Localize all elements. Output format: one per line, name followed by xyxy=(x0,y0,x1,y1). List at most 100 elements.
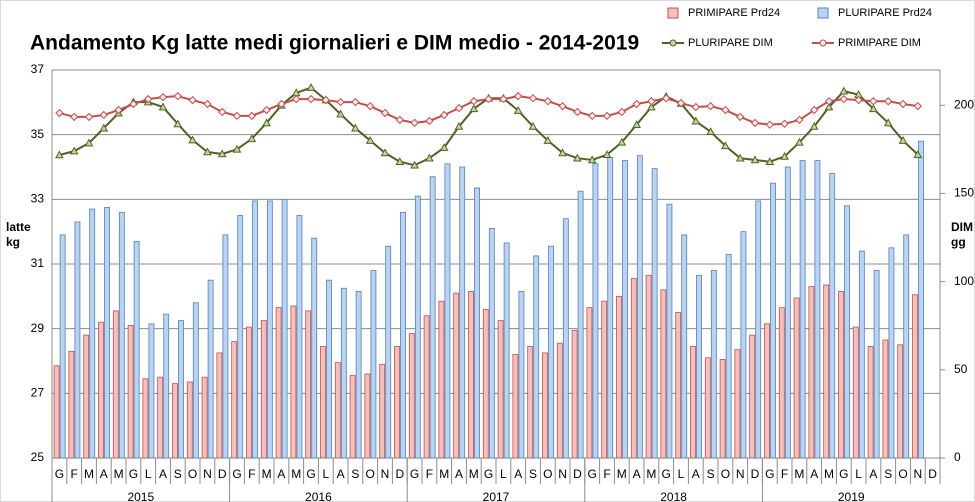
x-tick-label: G xyxy=(306,467,315,481)
bar xyxy=(157,376,164,459)
bar xyxy=(74,221,81,459)
bar xyxy=(601,300,608,459)
y-tick-label: 25 xyxy=(31,450,45,464)
bar xyxy=(903,234,910,459)
marker xyxy=(425,153,434,162)
bar xyxy=(429,176,436,459)
x-tick-label: N xyxy=(736,467,745,481)
year-label: 2016 xyxy=(305,490,332,502)
marker xyxy=(602,111,612,121)
bar xyxy=(89,208,96,459)
y-tick-label: 29 xyxy=(31,321,45,335)
bar xyxy=(252,200,258,459)
x-tick-label: M xyxy=(291,467,301,481)
bar xyxy=(897,344,904,459)
marker xyxy=(558,148,567,157)
bar xyxy=(104,207,110,459)
x-tick-label: N xyxy=(558,467,567,481)
x-tick-label: L xyxy=(145,467,152,481)
marker xyxy=(454,121,464,130)
x-tick-label: A xyxy=(633,467,641,481)
marker xyxy=(573,153,582,162)
bar xyxy=(237,215,244,459)
marker xyxy=(706,127,715,136)
bar xyxy=(394,346,400,459)
x-tick-label: A xyxy=(455,467,463,481)
legend-label: PRIMIPARE DIM xyxy=(838,37,921,49)
marker xyxy=(839,86,849,95)
marker xyxy=(528,121,538,130)
marker xyxy=(484,94,493,104)
bar xyxy=(630,278,637,459)
marker xyxy=(173,119,183,128)
marker xyxy=(721,141,730,150)
bar xyxy=(512,354,519,459)
x-tick-label: L xyxy=(322,467,329,481)
bar xyxy=(808,286,815,459)
x-tick-label: M xyxy=(114,467,124,481)
y-axis-label: latte kg xyxy=(6,220,31,249)
bar xyxy=(497,320,504,459)
bar xyxy=(651,168,658,459)
legend-label: PLURIPARE Prd24 xyxy=(838,7,932,19)
bar xyxy=(142,378,149,459)
marker xyxy=(351,123,360,132)
marker xyxy=(291,94,301,104)
bar xyxy=(616,295,622,459)
y-tick-label: 33 xyxy=(31,192,45,206)
bar xyxy=(681,234,688,459)
marker xyxy=(750,155,760,164)
marker xyxy=(721,105,730,115)
bar xyxy=(222,234,229,459)
x-tick-label: M xyxy=(469,467,479,481)
bar xyxy=(912,294,918,459)
marker xyxy=(735,112,745,122)
x-tick-label: N xyxy=(381,467,390,481)
x-tick-label: F xyxy=(603,467,610,481)
bar xyxy=(740,231,747,459)
y2-tick-label: 0 xyxy=(954,450,961,464)
x-tick-label: L xyxy=(500,467,507,481)
bar xyxy=(778,307,785,459)
bar xyxy=(734,349,741,459)
bar xyxy=(275,307,282,459)
x-tick-label: O xyxy=(543,467,552,481)
x-tick-label: M xyxy=(794,467,804,481)
x-tick-label: M xyxy=(617,467,627,481)
y2-tick-label: 100 xyxy=(954,274,974,288)
marker xyxy=(439,110,449,120)
marker xyxy=(706,101,715,111)
y2-axis-label: DIM gg xyxy=(951,220,973,249)
x-tick-label: D xyxy=(218,467,227,481)
marker xyxy=(913,101,923,111)
marker xyxy=(824,102,834,111)
bar xyxy=(829,173,836,459)
marker xyxy=(173,91,183,101)
bar xyxy=(370,270,377,459)
x-tick-label: G xyxy=(410,467,419,481)
y2-tick-label: 150 xyxy=(954,186,974,200)
bar xyxy=(423,315,430,459)
marker xyxy=(573,107,582,117)
bar xyxy=(207,279,214,459)
x-tick-label: M xyxy=(646,467,656,481)
bar xyxy=(696,274,702,459)
marker xyxy=(380,148,390,157)
bar xyxy=(704,357,711,459)
marker xyxy=(499,94,508,104)
bar xyxy=(873,270,880,459)
marker xyxy=(55,150,64,159)
bar xyxy=(379,363,386,459)
y2-tick-label: 50 xyxy=(954,362,968,376)
x-tick-label: F xyxy=(248,467,255,481)
bar xyxy=(385,245,392,459)
bar xyxy=(503,242,510,459)
marker xyxy=(898,99,908,109)
bar xyxy=(172,383,178,459)
bar xyxy=(231,341,238,459)
marker xyxy=(306,94,316,104)
bar xyxy=(281,198,288,459)
x-tick-label: N xyxy=(203,467,212,481)
x-tick-label: G xyxy=(232,467,241,481)
